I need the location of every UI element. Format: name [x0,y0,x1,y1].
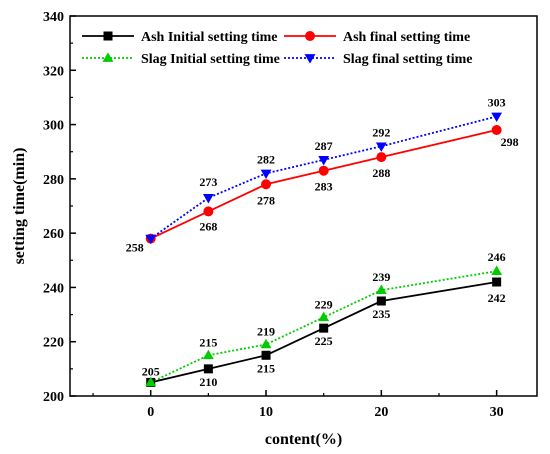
x-axis-title: content(%) [265,431,342,448]
x-tick-label: 20 [374,405,388,420]
ash-final-data-label: 268 [199,219,217,233]
slag-initial-series-line [150,270,497,384]
data-point-circle [203,206,214,217]
data-point-triangle-up [202,349,214,360]
ash-final-data-label: 283 [315,180,333,194]
data-point-triangle-up [102,52,114,62]
data-point-circle [261,179,272,190]
data-point-triangle-down [304,54,316,64]
ash-final-data-label: 288 [372,166,390,180]
ash-initial-data-label: 242 [488,291,506,305]
y-tick-label: 260 [43,227,64,242]
data-point-square [261,350,271,360]
y-tick-label: 340 [43,10,64,25]
ash-final-data-label: 278 [257,193,275,207]
slag-final-legend-label: Slag final setting time [343,52,473,67]
data-point-triangle-up [318,311,330,322]
slag-initial-legend-label: Slag Initial setting time [141,52,280,67]
slag-initial-data-label: 239 [372,270,390,284]
slag-final-data-label: 303 [488,95,506,109]
y-tick-label: 220 [43,336,64,351]
data-point-triangle-down [318,156,330,166]
data-point-triangle-up [260,338,272,349]
data-point-circle [376,152,387,163]
data-point-circle [491,125,502,135]
x-tick-label: 0 [147,405,154,420]
data-labels-layer: 205 210 215 225 235 242 258 268 278 283 288 298 215 2… [126,95,519,388]
ticks-layer: 200 220 240 260 280 300 320 340 0 10 20 30 [43,10,504,420]
slag-final-data-label: 273 [199,175,217,189]
ash-initial-data-label: 235 [372,307,390,321]
data-point-circle [305,31,315,41]
data-point-triangle-down [375,142,387,152]
x-tick-label: 10 [259,405,273,420]
ash-initial-data-label: 215 [257,361,275,375]
ash-initial-data-label: 205 [142,364,160,378]
data-point-square [319,323,329,333]
data-point-triangle-down [260,169,272,180]
data-point-square [103,31,113,41]
data-point-square [203,364,213,374]
slag-initial-data-label: 219 [257,324,275,338]
slag-initial-data-label: 229 [315,297,333,311]
y-tick-label: 240 [43,281,64,296]
x-tick-label: 30 [490,405,504,420]
y-tick-label: 320 [43,64,64,79]
data-point-triangle-up [491,265,503,275]
ash-final-legend-label: Ash final setting time [343,30,470,45]
plot-frame [69,15,538,397]
slag-initial-data-label: 246 [488,250,506,264]
data-point-square [492,277,502,287]
data-point-triangle-down [202,194,214,204]
ash-final-data-label: 298 [501,135,519,149]
slag-final-data-label: 292 [372,125,390,139]
ash-initial-series-line [150,281,497,384]
data-point-triangle-down [491,112,503,123]
ash-final-data-label: 258 [126,241,144,255]
slag-initial-data-label: 215 [199,335,217,349]
ash-final-series-line [150,129,497,240]
ash-initial-data-label: 210 [199,375,217,389]
data-point-circle [318,165,329,176]
y-axis-title: setting time(min) [11,148,28,265]
y-tick-label: 300 [43,119,64,134]
y-tick-label: 200 [43,390,64,405]
data-point-triangle-up [145,376,157,387]
y-tick-label: 280 [43,173,64,188]
ash-initial-legend-label: Ash Initial setting time [141,30,278,45]
slag-final-data-label: 287 [315,139,333,153]
data-point-triangle-down [145,234,157,245]
data-point-square [376,296,386,306]
ash-initial-data-label: 225 [315,334,333,348]
legend: Ash Initial setting time Ash final settin… [82,30,473,67]
series-layer [145,112,503,387]
slag-final-data-label: 282 [257,152,275,166]
data-point-triangle-up [375,284,387,294]
